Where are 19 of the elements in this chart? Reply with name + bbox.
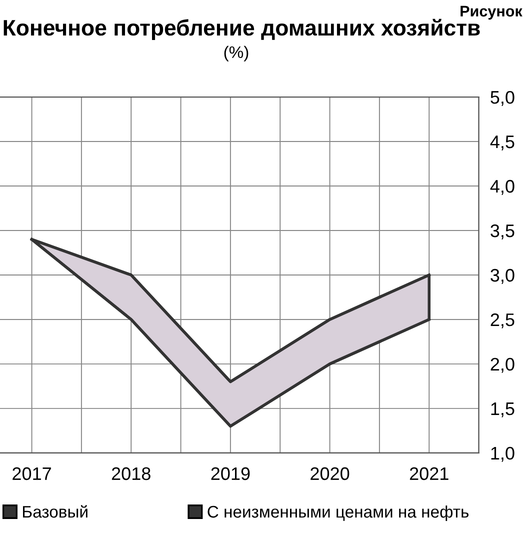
- y-tick-label: 2,0: [490, 358, 514, 373]
- text: Рисунок: [460, 6, 522, 20]
- x-tick-label: 2019: [211, 467, 250, 480]
- y-tick-label: 1,5: [491, 402, 514, 418]
- chart-title: Конечное потребление домашних хозяйств: [4, 18, 480, 40]
- legend-label: Базовый: [23, 505, 88, 518]
- y-tick-label: 3,0: [490, 268, 514, 284]
- x-tick-label: 2021: [410, 467, 448, 480]
- y-tick-label: 2,5: [490, 313, 514, 328]
- y-tick-label: 5,0: [490, 90, 514, 106]
- legend-label: С неизменными ценами на нефть: [208, 505, 469, 521]
- y-tick-label: 4,0: [490, 180, 514, 195]
- x-tick-label: 2017: [12, 467, 51, 480]
- chart-subtitle: (%): [224, 46, 248, 62]
- y-tick-label: 1,0: [491, 446, 514, 462]
- y-tick-label: 3,5: [490, 224, 514, 240]
- x-tick-label: 2020: [310, 467, 350, 480]
- y-tick-label: 4,5: [490, 136, 514, 150]
- x-tick-label: 2018: [112, 467, 150, 480]
